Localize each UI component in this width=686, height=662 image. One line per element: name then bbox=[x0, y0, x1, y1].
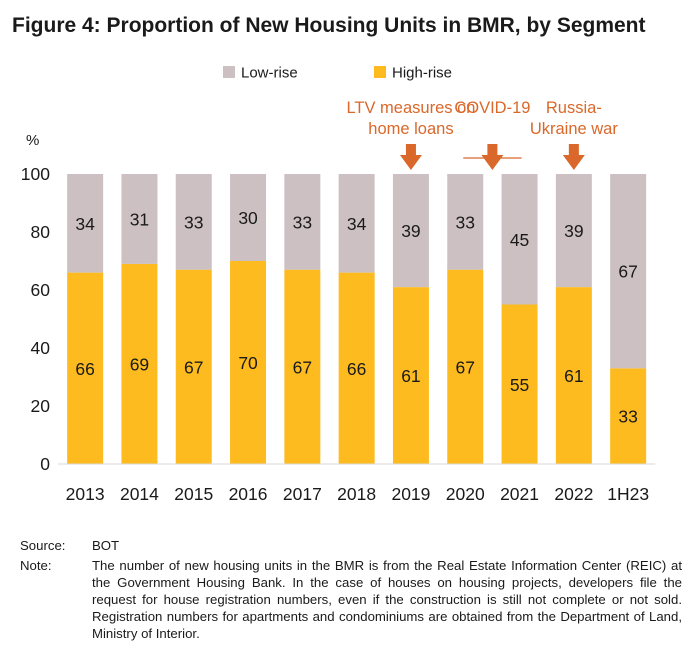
x-tick-label-2015: 2015 bbox=[174, 484, 213, 504]
y-axis-unit-label: % bbox=[26, 132, 39, 149]
y-tick-label-40: 40 bbox=[31, 338, 51, 358]
bar-high-rise-2021 bbox=[501, 304, 538, 464]
annotation-2-arrow bbox=[481, 144, 504, 170]
y-tick-label-80: 80 bbox=[31, 222, 51, 242]
bar-high-rise-2014 bbox=[121, 263, 158, 464]
data-label-low-rise-2021: 45 bbox=[510, 230, 529, 250]
bar-low-rise-1H23 bbox=[610, 174, 647, 369]
data-label-high-rise-2013: 66 bbox=[75, 359, 94, 379]
data-label-low-rise-2017: 33 bbox=[293, 212, 312, 232]
data-label-low-rise-2018: 34 bbox=[347, 214, 367, 234]
data-label-high-rise-2019: 61 bbox=[401, 366, 420, 386]
data-label-high-rise-2017: 67 bbox=[293, 357, 312, 377]
x-tick-label-2019: 2019 bbox=[391, 484, 430, 504]
source-text: BOT bbox=[92, 538, 120, 553]
x-tick-label-2013: 2013 bbox=[66, 484, 105, 504]
data-label-high-rise-2015: 67 bbox=[184, 357, 203, 377]
legend-label-low-rise: Low-rise bbox=[241, 65, 298, 82]
y-tick-label-60: 60 bbox=[31, 280, 51, 300]
bar-high-rise-2013 bbox=[67, 272, 104, 464]
annotation-1-text-line-1: LTV measures on bbox=[346, 99, 475, 117]
bar-low-rise-2021 bbox=[501, 174, 538, 305]
y-tick-label-100: 100 bbox=[21, 164, 50, 184]
data-label-low-rise-1H23: 67 bbox=[618, 262, 637, 282]
bar-low-rise-2014 bbox=[121, 174, 158, 264]
source-label: Source: bbox=[20, 538, 66, 553]
bar-high-rise-2018 bbox=[338, 272, 375, 464]
bar-high-rise-2017 bbox=[284, 269, 321, 464]
data-label-high-rise-1H23: 33 bbox=[618, 407, 637, 427]
bar-high-rise-2019 bbox=[392, 287, 429, 464]
data-label-high-rise-2018: 66 bbox=[347, 359, 366, 379]
data-label-low-rise-2014: 31 bbox=[130, 209, 149, 229]
bar-high-rise-2022 bbox=[555, 287, 592, 464]
x-tick-label-2016: 2016 bbox=[229, 484, 268, 504]
data-label-low-rise-2022: 39 bbox=[564, 221, 583, 241]
data-label-low-rise-2015: 33 bbox=[184, 212, 203, 232]
data-label-high-rise-2021: 55 bbox=[510, 375, 529, 395]
x-tick-label-2020: 2020 bbox=[446, 484, 485, 504]
bar-low-rise-2015 bbox=[175, 174, 212, 270]
note-text: The number of new housing units in the B… bbox=[92, 558, 682, 641]
data-label-low-rise-2013: 34 bbox=[75, 214, 95, 234]
x-tick-label-2021: 2021 bbox=[500, 484, 539, 504]
stacked-bar-chart: 66 34 69 31 67 33 70 30 67 33 66 34 61 39 67 33 55 45 61 39… bbox=[21, 65, 656, 504]
bar-high-rise-2015 bbox=[175, 269, 212, 464]
bar-high-rise-2016 bbox=[230, 261, 267, 464]
bar-high-rise-2020 bbox=[447, 269, 484, 464]
data-label-high-rise-2014: 69 bbox=[130, 354, 149, 374]
legend-swatch-low-rise bbox=[223, 66, 235, 78]
x-tick-label-2018: 2018 bbox=[337, 484, 376, 504]
data-label-low-rise-2020: 33 bbox=[456, 212, 475, 232]
bar-low-rise-2018 bbox=[338, 174, 375, 273]
annotation-2-text-line-1: COVID-19 bbox=[454, 99, 530, 117]
bar-low-rise-2016 bbox=[230, 174, 267, 261]
bar-low-rise-2020 bbox=[447, 174, 484, 270]
bar-low-rise-2019 bbox=[392, 174, 429, 288]
x-tick-label-2017: 2017 bbox=[283, 484, 322, 504]
legend-swatch-high-rise bbox=[374, 66, 386, 78]
annotation-3-text-line-1: Russia- bbox=[546, 99, 602, 117]
y-tick-label-0: 0 bbox=[40, 454, 50, 474]
y-tick-label-20: 20 bbox=[31, 396, 51, 416]
bar-high-rise-1H23 bbox=[610, 368, 647, 464]
data-label-high-rise-2022: 61 bbox=[564, 366, 583, 386]
data-label-low-rise-2016: 30 bbox=[238, 208, 258, 228]
chart-title: Figure 4: Proportion of New Housing Unit… bbox=[12, 14, 646, 37]
bar-low-rise-2022 bbox=[555, 174, 592, 288]
data-label-high-rise-2020: 67 bbox=[456, 357, 475, 377]
annotation-3-text-line-2: Ukraine war bbox=[530, 120, 619, 138]
annotation-1-arrow bbox=[399, 144, 422, 170]
x-tick-label-2014: 2014 bbox=[120, 484, 159, 504]
bar-low-rise-2013 bbox=[67, 174, 104, 273]
data-label-low-rise-2019: 39 bbox=[401, 221, 420, 241]
annotation-3-arrow bbox=[562, 144, 585, 170]
bar-low-rise-2017 bbox=[284, 174, 321, 270]
note-label: Note: bbox=[20, 558, 52, 573]
annotation-1-text-line-2: home loans bbox=[368, 120, 453, 138]
x-tick-label-2022: 2022 bbox=[554, 484, 593, 504]
data-label-high-rise-2016: 70 bbox=[238, 353, 258, 373]
legend-label-high-rise: High-rise bbox=[392, 65, 452, 82]
x-tick-label-1H23: 1H23 bbox=[607, 484, 649, 504]
